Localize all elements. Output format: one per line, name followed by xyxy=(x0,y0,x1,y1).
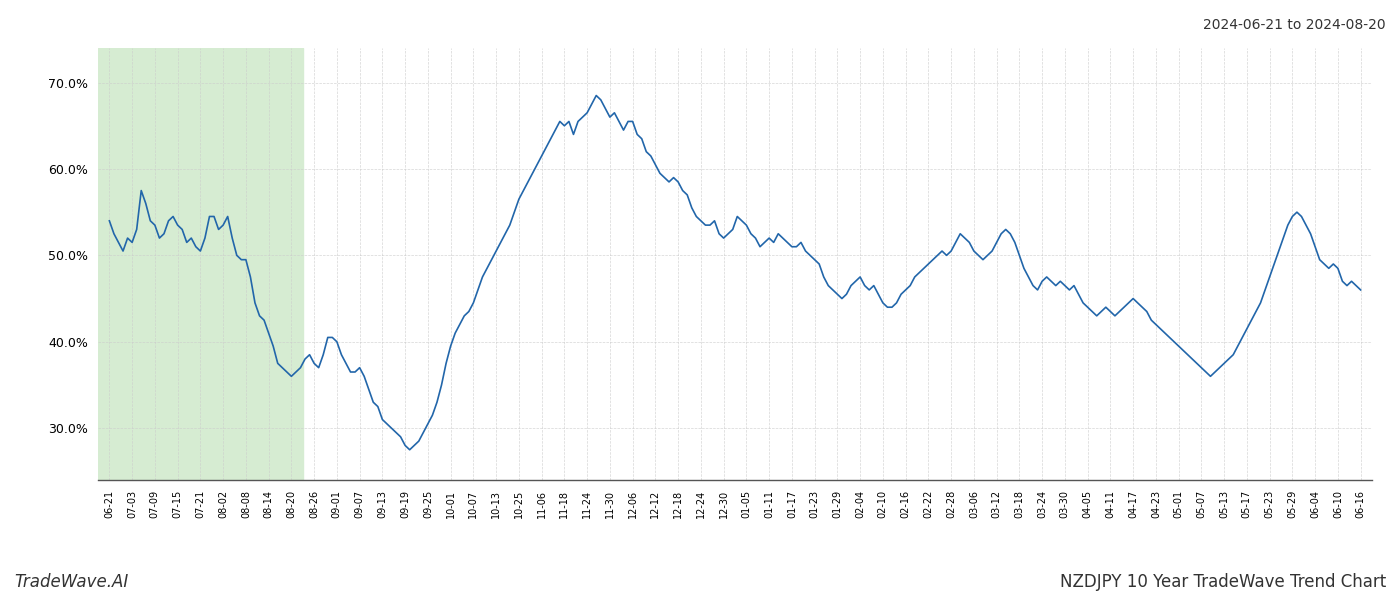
Bar xyxy=(98,48,302,480)
Text: 2024-06-21 to 2024-08-20: 2024-06-21 to 2024-08-20 xyxy=(1204,18,1386,32)
Text: NZDJPY 10 Year TradeWave Trend Chart: NZDJPY 10 Year TradeWave Trend Chart xyxy=(1060,573,1386,591)
Text: TradeWave.AI: TradeWave.AI xyxy=(14,573,129,591)
